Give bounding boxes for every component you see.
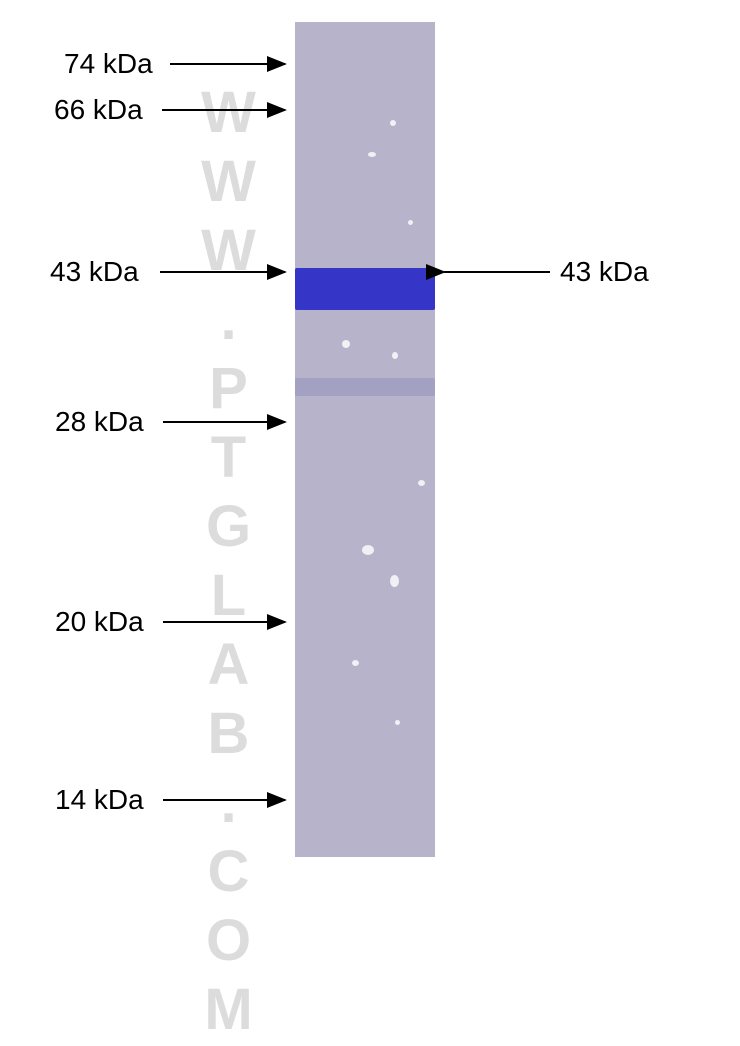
speck-9 bbox=[395, 720, 400, 725]
watermark-text: WWW.PTGLAB.COM bbox=[195, 80, 262, 1046]
marker-label-left-3: 28 kDa bbox=[55, 406, 144, 438]
speck-2 bbox=[408, 220, 413, 225]
speck-6 bbox=[362, 545, 374, 555]
speck-8 bbox=[352, 660, 359, 666]
marker-label-left-1: 66 kDa bbox=[54, 94, 143, 126]
marker-label-left-4: 20 kDa bbox=[55, 606, 144, 638]
gel-band-0 bbox=[295, 268, 435, 310]
speck-5 bbox=[418, 480, 425, 486]
gel-band-1 bbox=[295, 378, 435, 396]
marker-label-left-0: 74 kDa bbox=[64, 48, 153, 80]
speck-3 bbox=[342, 340, 350, 348]
speck-1 bbox=[368, 152, 376, 157]
gel-lane bbox=[295, 22, 435, 857]
gel-figure: WWW.PTGLAB.COM 74 kDa66 kDa43 kDa28 kDa2… bbox=[0, 0, 740, 886]
marker-label-left-2: 43 kDa bbox=[50, 256, 139, 288]
marker-label-right-0: 43 kDa bbox=[560, 256, 649, 288]
marker-label-left-5: 14 kDa bbox=[55, 784, 144, 816]
speck-0 bbox=[390, 120, 396, 126]
speck-7 bbox=[390, 575, 399, 587]
speck-4 bbox=[392, 352, 398, 359]
